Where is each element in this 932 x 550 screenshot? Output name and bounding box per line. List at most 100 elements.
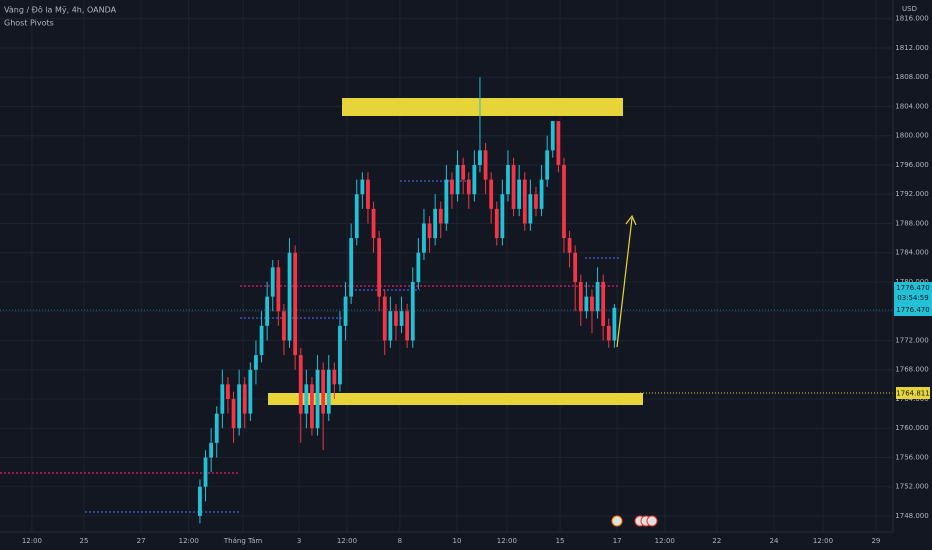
x-tick-label: Tháng Tám xyxy=(223,537,263,545)
pivots xyxy=(0,180,620,513)
candle-body xyxy=(584,296,589,312)
candle-body xyxy=(522,179,527,224)
x-tick-label: 17 xyxy=(613,537,622,545)
candle-body xyxy=(606,325,611,341)
candle-body xyxy=(438,208,443,224)
candle-body xyxy=(282,311,286,341)
candle-body xyxy=(478,150,482,165)
candle-body xyxy=(226,384,230,399)
candle-body xyxy=(265,296,270,326)
candle-body xyxy=(270,267,275,297)
price-box xyxy=(894,282,932,316)
y-tick-label: 1808.000 xyxy=(895,73,928,81)
candle-body xyxy=(338,325,342,385)
candles xyxy=(198,77,617,524)
event-icons[interactable] xyxy=(611,515,658,527)
candle-body xyxy=(388,311,393,341)
candle-body xyxy=(310,384,314,429)
candle-body xyxy=(511,164,516,209)
x-tick-label: 15 xyxy=(556,537,565,545)
candle-body xyxy=(259,325,264,356)
candle-body xyxy=(545,150,550,180)
price-label: 1776.470 xyxy=(896,284,929,292)
candle-body xyxy=(494,208,499,239)
candle-body xyxy=(399,311,404,326)
countdown: 03:54:59 xyxy=(897,294,928,302)
candle-body xyxy=(287,252,292,341)
candle-body xyxy=(595,281,600,312)
candle-body xyxy=(573,252,578,282)
arrow[interactable] xyxy=(616,214,637,348)
candle-body xyxy=(203,457,208,487)
candle-body xyxy=(377,238,382,297)
candle-body xyxy=(209,442,214,458)
y-tick-label: 1748.000 xyxy=(895,512,928,520)
candle-body xyxy=(382,296,387,341)
y-tick-label: 1752.000 xyxy=(895,483,928,491)
candle-body xyxy=(366,179,370,209)
candle-body xyxy=(198,486,202,516)
x-tick-label: 12:00 xyxy=(813,537,833,545)
y-tick-label: 1784.000 xyxy=(895,249,928,257)
candle-body xyxy=(590,296,594,312)
candle-body xyxy=(332,369,337,385)
candle-body xyxy=(539,179,544,209)
level-label: 1764.811 xyxy=(896,390,929,398)
candle-body xyxy=(427,223,432,239)
x-tick-label: 29 xyxy=(871,537,880,545)
candle-body xyxy=(326,369,331,414)
candle-body xyxy=(567,238,572,253)
candle-body xyxy=(444,179,449,224)
candle-body xyxy=(298,355,303,414)
candle-body xyxy=(354,194,359,239)
y-tick-label: 1816.000 xyxy=(895,15,928,23)
y-tick-label: 1772.000 xyxy=(895,336,928,344)
zone-box[interactable] xyxy=(268,393,643,405)
x-tick-label: 12:00 xyxy=(22,537,42,545)
candle-body xyxy=(472,164,477,195)
y-tick-label: 1768.000 xyxy=(895,366,928,374)
candle-body xyxy=(410,281,415,341)
x-tick-label: 27 xyxy=(137,537,146,545)
candle-body xyxy=(612,307,617,341)
y-tick-label: 1804.000 xyxy=(895,102,928,110)
level-box xyxy=(896,387,930,399)
candle-body xyxy=(315,369,320,429)
price-axis xyxy=(893,0,932,550)
x-tick-label: 25 xyxy=(80,537,89,545)
x-tick-label: 24 xyxy=(770,537,779,545)
x-tick-label: 10 xyxy=(453,537,462,545)
candle-body xyxy=(466,179,471,195)
candle-body xyxy=(461,164,466,180)
candle-body xyxy=(237,384,242,429)
y-tick-label: 1812.000 xyxy=(895,44,928,52)
candle-body xyxy=(371,208,376,239)
candle-body xyxy=(562,164,566,239)
candle-body xyxy=(578,281,583,312)
candle-body xyxy=(360,179,365,195)
x-tick-label: 12:00 xyxy=(337,537,357,545)
candle-body xyxy=(242,384,247,414)
candle-body xyxy=(248,369,253,414)
candle-body xyxy=(416,252,421,282)
candle-body xyxy=(534,194,538,209)
candle-body xyxy=(528,194,533,224)
currency: USD xyxy=(902,5,917,13)
candle-body xyxy=(489,179,494,209)
y-tick-label: 1796.000 xyxy=(895,161,928,169)
candle-body xyxy=(550,121,555,151)
y-tick-label: 1780.000 xyxy=(895,278,928,286)
candle-body xyxy=(304,384,309,414)
x-tick-label: 12:00 xyxy=(497,537,517,545)
candle-body xyxy=(293,252,298,356)
candle-body xyxy=(422,223,426,253)
zone-box[interactable] xyxy=(342,98,623,116)
candle-body xyxy=(254,355,258,370)
x-tick-label: 12:00 xyxy=(655,537,675,545)
candle-body xyxy=(220,384,225,414)
axes: 1748.0001752.0001756.0001760.0001764.000… xyxy=(22,15,929,545)
candle-body xyxy=(231,398,236,429)
candle-body xyxy=(601,281,606,326)
candle-body xyxy=(349,238,354,297)
